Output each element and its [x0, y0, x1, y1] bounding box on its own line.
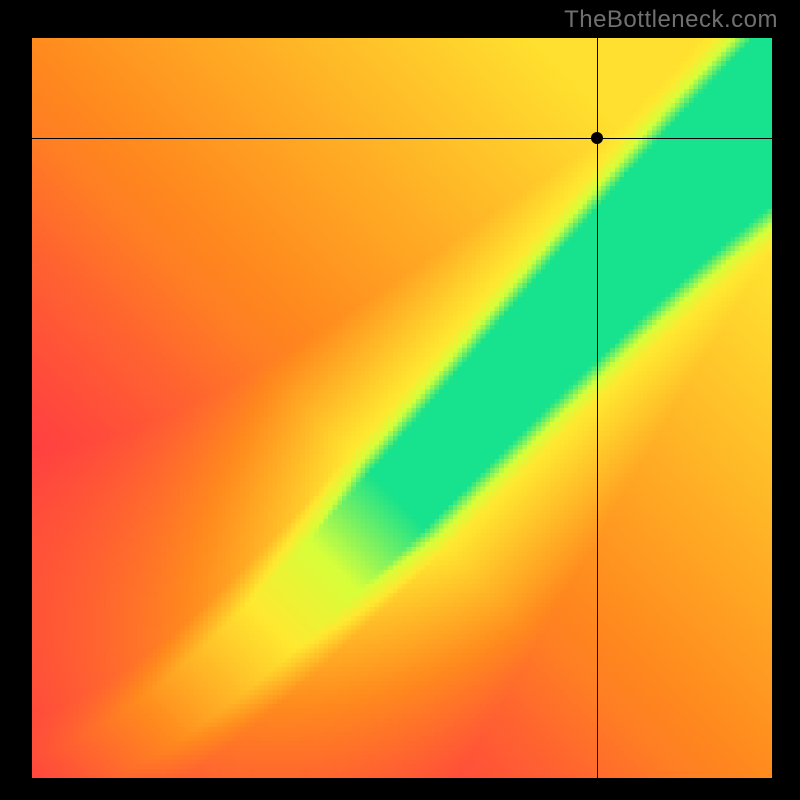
heatmap-canvas [32, 38, 772, 778]
crosshair-vertical [597, 38, 598, 778]
crosshair-marker [591, 132, 603, 144]
chart-container: TheBottleneck.com [0, 0, 800, 800]
watermark-text: TheBottleneck.com [564, 6, 778, 34]
crosshair-horizontal [32, 138, 772, 139]
heatmap-plot [32, 38, 772, 778]
